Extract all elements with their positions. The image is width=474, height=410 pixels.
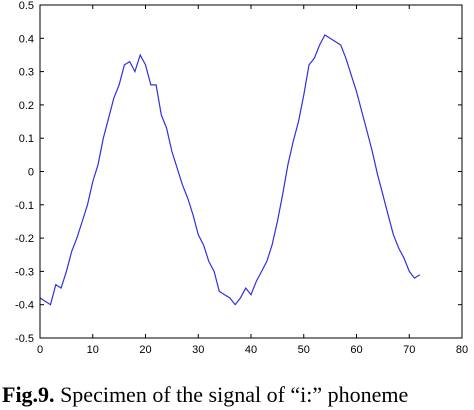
- x-tick-label: 50: [298, 344, 310, 356]
- plot-area: [40, 5, 462, 338]
- x-tick-label: 0: [37, 344, 43, 356]
- plot-frame: [39, 4, 463, 339]
- y-tick-label: -0.2: [15, 233, 34, 245]
- y-tick-label: -0.1: [15, 200, 34, 212]
- y-tick-label: 0.5: [19, 0, 34, 12]
- y-tick-label: -0.4: [15, 300, 34, 312]
- x-tick-label: 80: [456, 344, 468, 356]
- x-tick-label: 30: [192, 344, 204, 356]
- figure-caption-text: Specimen of the signal of “i:” phoneme: [54, 382, 409, 407]
- x-tick-label: 60: [350, 344, 362, 356]
- line-chart: 0 10 20 30 40 50 60 70 80 0.5 0.4 0.3 0.2 0.1 0 -0.1 -0.…: [15, 0, 468, 356]
- figure-caption: Fig.9. Specimen of the signal of “i:” ph…: [2, 382, 408, 408]
- y-tick-label: -0.5: [15, 333, 34, 345]
- y-tick-label: 0.4: [19, 33, 34, 45]
- y-tick-label: -0.3: [15, 266, 34, 278]
- y-tick-label: 0.2: [19, 100, 34, 112]
- axis-tick-labels: 0 10 20 30 40 50 60 70 80 0.5 0.4 0.3 0.2 0.1 0 -0.1 -0.…: [15, 0, 468, 356]
- figure-label: Fig.9.: [2, 382, 55, 407]
- y-tick-label: 0.3: [19, 67, 34, 79]
- series-line: [39, 34, 421, 306]
- x-tick-label: 70: [403, 344, 415, 356]
- y-tick-label: 0.1: [19, 133, 34, 145]
- x-tick-label: 20: [139, 344, 151, 356]
- x-tick-label: 40: [245, 344, 257, 356]
- y-tick-label: 0: [28, 167, 34, 179]
- x-tick-label: 10: [87, 344, 99, 356]
